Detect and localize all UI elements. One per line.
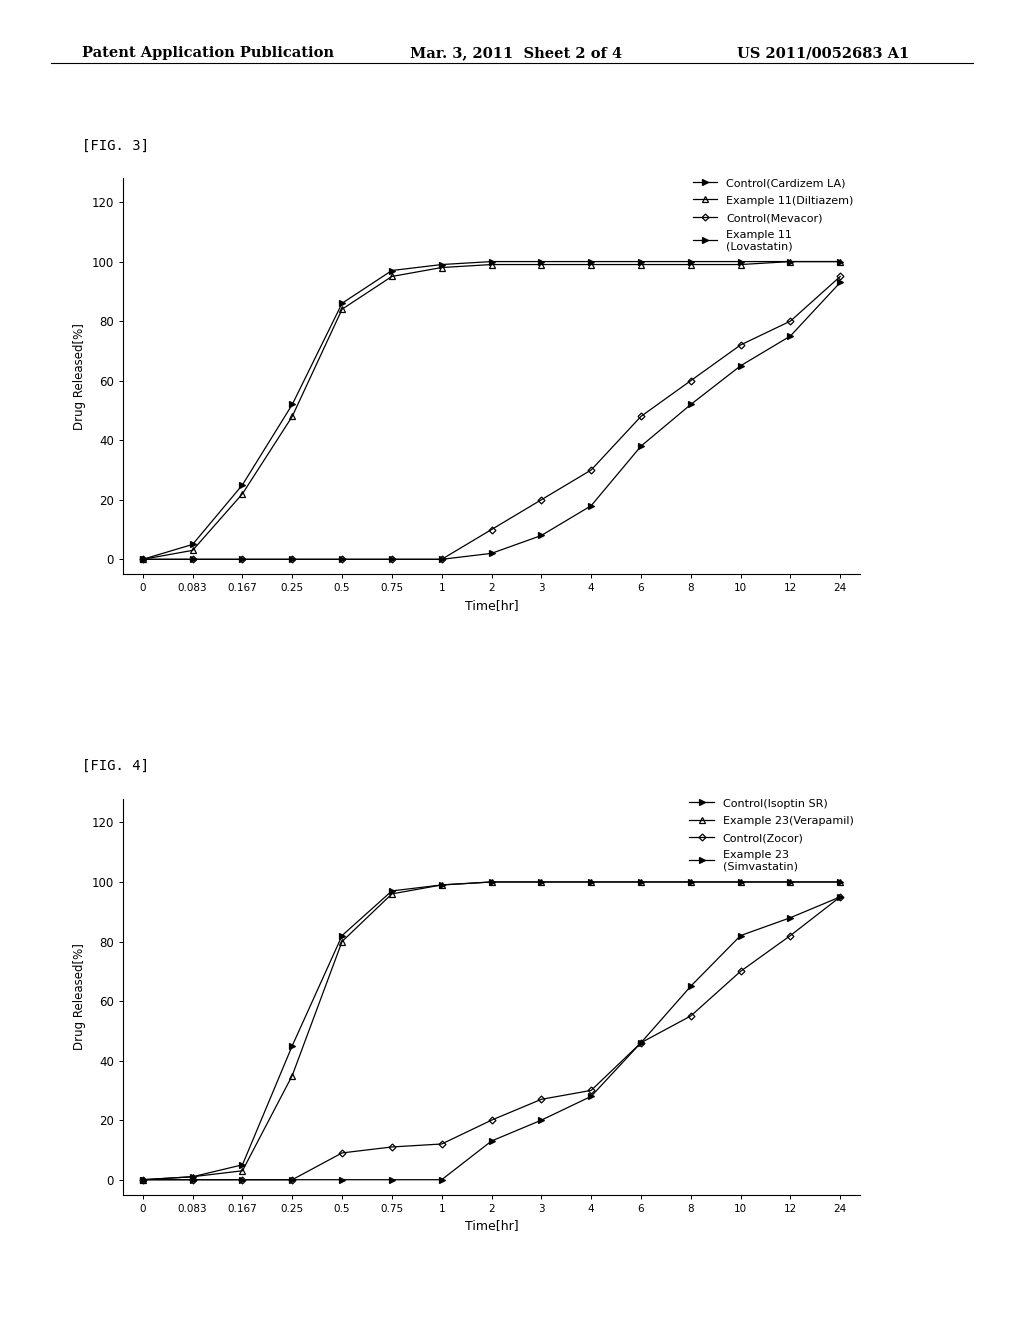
Text: [FIG. 4]: [FIG. 4] [82, 759, 148, 774]
Y-axis label: Drug Released[%]: Drug Released[%] [73, 944, 86, 1049]
Text: US 2011/0052683 A1: US 2011/0052683 A1 [737, 46, 909, 61]
Text: [FIG. 3]: [FIG. 3] [82, 139, 148, 153]
Legend: Control(Isoptin SR), Example 23(Verapamil), Control(Zocor), Example 23
(Simvasta: Control(Isoptin SR), Example 23(Verapami… [685, 793, 858, 876]
Text: Patent Application Publication: Patent Application Publication [82, 46, 334, 61]
X-axis label: Time[hr]: Time[hr] [465, 1220, 518, 1232]
Text: Mar. 3, 2011  Sheet 2 of 4: Mar. 3, 2011 Sheet 2 of 4 [410, 46, 622, 61]
Legend: Control(Cardizem LA), Example 11(Diltiazem), Control(Mevacor), Example 11
(Lovas: Control(Cardizem LA), Example 11(Diltiaz… [688, 173, 858, 256]
X-axis label: Time[hr]: Time[hr] [465, 599, 518, 611]
Y-axis label: Drug Released[%]: Drug Released[%] [73, 323, 86, 429]
